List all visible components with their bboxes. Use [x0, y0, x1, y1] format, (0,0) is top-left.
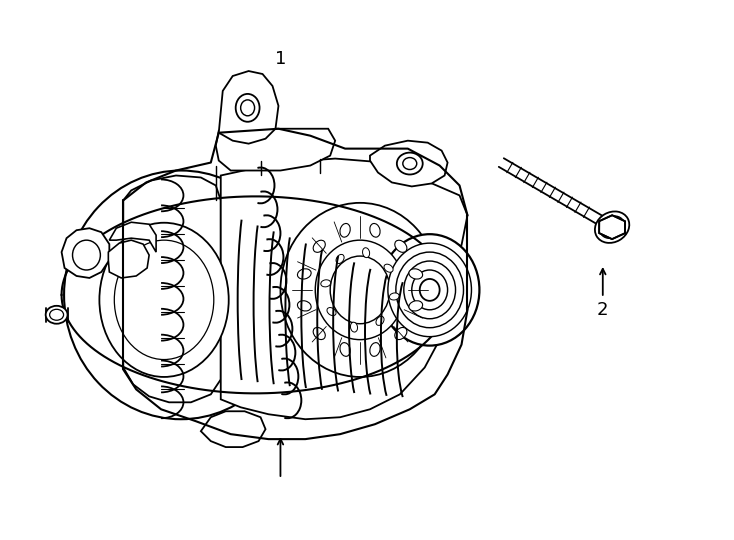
Ellipse shape	[595, 212, 629, 243]
Ellipse shape	[316, 240, 405, 340]
Ellipse shape	[340, 224, 350, 237]
Ellipse shape	[370, 224, 380, 237]
Polygon shape	[599, 215, 625, 239]
Ellipse shape	[73, 240, 101, 270]
Ellipse shape	[395, 240, 407, 252]
Ellipse shape	[64, 171, 298, 419]
Ellipse shape	[330, 256, 390, 323]
Text: 2: 2	[597, 301, 608, 319]
Ellipse shape	[409, 269, 423, 279]
Ellipse shape	[363, 248, 370, 258]
Ellipse shape	[241, 100, 255, 116]
Ellipse shape	[297, 301, 311, 311]
Ellipse shape	[50, 309, 64, 320]
Ellipse shape	[46, 306, 68, 323]
Ellipse shape	[412, 270, 448, 310]
Polygon shape	[109, 240, 149, 278]
Polygon shape	[219, 71, 278, 144]
Polygon shape	[370, 140, 448, 186]
Ellipse shape	[404, 261, 456, 319]
Ellipse shape	[321, 280, 331, 287]
Ellipse shape	[384, 264, 393, 272]
Ellipse shape	[313, 327, 325, 340]
Ellipse shape	[350, 322, 357, 332]
Ellipse shape	[600, 216, 625, 238]
Text: 1: 1	[275, 50, 286, 68]
Polygon shape	[216, 129, 335, 171]
Ellipse shape	[280, 203, 440, 377]
Ellipse shape	[409, 301, 423, 311]
Ellipse shape	[380, 234, 479, 346]
Ellipse shape	[420, 279, 440, 301]
Polygon shape	[201, 411, 266, 447]
Ellipse shape	[388, 243, 471, 336]
Ellipse shape	[376, 316, 384, 326]
Ellipse shape	[99, 222, 229, 377]
Polygon shape	[123, 176, 221, 402]
Ellipse shape	[313, 240, 325, 252]
Polygon shape	[62, 228, 109, 278]
Ellipse shape	[396, 252, 463, 328]
Ellipse shape	[390, 293, 399, 300]
Ellipse shape	[397, 153, 423, 174]
Ellipse shape	[370, 342, 380, 356]
Ellipse shape	[395, 327, 407, 340]
Polygon shape	[221, 159, 468, 419]
Ellipse shape	[340, 342, 350, 356]
Ellipse shape	[327, 308, 336, 315]
Ellipse shape	[403, 158, 417, 170]
Ellipse shape	[236, 94, 260, 122]
Ellipse shape	[297, 269, 311, 279]
Polygon shape	[121, 148, 465, 411]
Ellipse shape	[115, 240, 214, 360]
Polygon shape	[109, 222, 156, 252]
Ellipse shape	[336, 254, 344, 264]
